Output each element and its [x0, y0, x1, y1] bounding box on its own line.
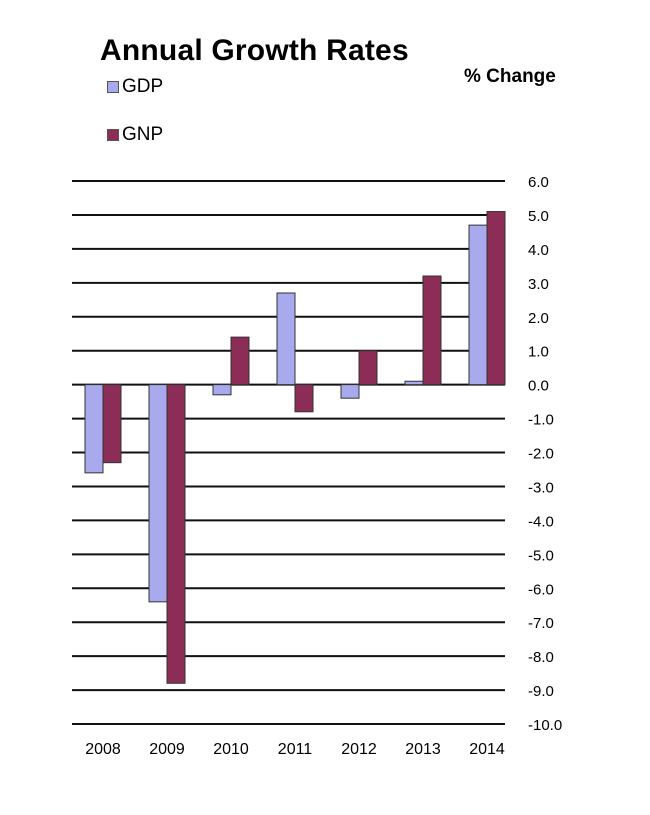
bar-gdp-2008 [84, 384, 104, 474]
bar-gnp-2010 [230, 336, 250, 386]
y-tick-label: 0.0 [528, 378, 549, 395]
x-axis-tick-labels: 2008 2009 2010 2011 2012 2013 2014 [85, 741, 505, 758]
legend-swatch-gdp [107, 81, 119, 93]
bars [84, 211, 506, 684]
x-tick-label: 2013 [405, 741, 441, 758]
bar-gdp-2009 [148, 384, 168, 603]
bar-gdp-2014 [468, 224, 488, 386]
y-axis-unit-label: % Change [464, 66, 556, 87]
x-tick-label: 2008 [85, 741, 121, 758]
y-tick-label: 3.0 [528, 276, 549, 293]
legend-label-gnp: GNP [122, 124, 164, 145]
y-tick-label: -8.0 [528, 649, 554, 666]
y-tick-label: 2.0 [528, 310, 549, 327]
y-tick-label: -7.0 [528, 615, 554, 632]
y-tick-label: -6.0 [528, 581, 554, 598]
legend-label-gdp: GDP [122, 76, 164, 97]
bar-gnp-2009 [166, 384, 186, 684]
y-tick-label: -5.0 [528, 547, 554, 564]
bar-gdp-2012 [340, 384, 360, 399]
bar-gdp-2013 [404, 380, 424, 386]
y-tick-label: 1.0 [528, 344, 549, 361]
legend-item-gnp: GNP [107, 124, 163, 146]
x-tick-label: 2014 [469, 741, 505, 758]
y-axis-tick-labels: 6.0 5.0 4.0 3.0 2.0 1.0 0.0 -1.0 -2.0 -3.0 -4.0 -5.… [528, 174, 562, 734]
bar-gnp-2011 [294, 384, 314, 413]
y-tick-label: 5.0 [528, 208, 549, 225]
bar-gdp-2010 [212, 384, 232, 396]
bar-gdp-2011 [276, 292, 296, 386]
bar-gnp-2008 [102, 384, 122, 464]
y-tick-label: -1.0 [528, 412, 554, 429]
legend-swatch-gnp [107, 129, 119, 141]
y-tick-label: -10.0 [528, 717, 562, 734]
y-tick-label: 4.0 [528, 242, 549, 259]
bar-gnp-2012 [358, 350, 378, 386]
x-tick-label: 2011 [278, 741, 313, 758]
y-tick-label: -3.0 [528, 479, 554, 496]
y-tick-label: -2.0 [528, 446, 554, 463]
bar-gnp-2014 [486, 211, 506, 386]
bar-gnp-2013 [422, 275, 442, 386]
y-tick-label: -4.0 [528, 513, 554, 530]
gridlines [72, 180, 505, 725]
y-tick-label: 6.0 [528, 174, 549, 191]
chart-title: Annual Growth Rates [100, 34, 409, 67]
y-tick-label: -9.0 [528, 683, 554, 700]
x-tick-label: 2012 [341, 741, 377, 758]
legend-item-gdp: GDP [107, 76, 163, 98]
x-tick-label: 2010 [213, 741, 249, 758]
x-tick-label: 2009 [149, 741, 185, 758]
